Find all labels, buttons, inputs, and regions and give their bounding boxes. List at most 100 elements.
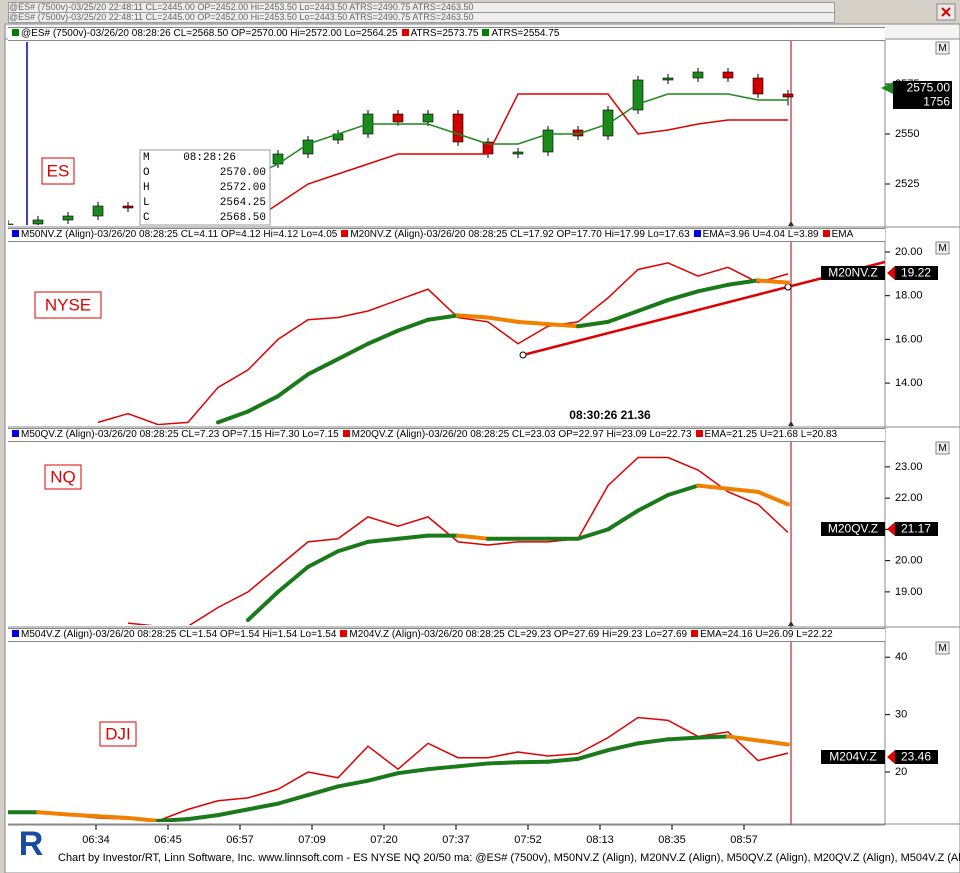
legend-text: ATRS=2554.75 bbox=[491, 28, 560, 39]
y-tick-label: 20 bbox=[895, 766, 907, 778]
legend-text: EMA=24.16 U=26.09 L=22.22 bbox=[700, 629, 833, 640]
ema-segment bbox=[756, 738, 790, 747]
ohlc-value: 2564.25 bbox=[220, 197, 266, 209]
ema-segment bbox=[126, 815, 160, 822]
candle-body bbox=[542, 129, 554, 153]
ohlc-key: H bbox=[143, 182, 150, 194]
panel-button[interactable] bbox=[935, 441, 950, 455]
ema-segment bbox=[516, 319, 550, 327]
time-label: 06:34 bbox=[82, 834, 110, 846]
panel-button[interactable] bbox=[935, 641, 950, 655]
panel-header: @ES# (7500v)-03/26/20 08:28:26 CL=2568.5… bbox=[8, 27, 885, 41]
ema-segment bbox=[576, 527, 610, 541]
tag-value-box bbox=[895, 266, 938, 280]
y-tick-label: 19.00 bbox=[895, 586, 923, 598]
ema-segment bbox=[396, 533, 430, 541]
cursor-marker bbox=[788, 621, 794, 626]
footer-text: Chart by Investor/RT, Linn Software, Inc… bbox=[58, 852, 960, 864]
y-tick-label: 20.00 bbox=[895, 246, 923, 258]
ema-segment bbox=[456, 761, 490, 769]
tag-value: 21.17 bbox=[901, 522, 931, 536]
background-window-title: @ES# (7500v)-03/25/20 22:48:11 CL=2445.0… bbox=[8, 12, 835, 23]
legend-swatch bbox=[695, 430, 703, 437]
ema-segment bbox=[726, 734, 760, 743]
series-line bbox=[247, 93, 788, 179]
logo bbox=[10, 826, 52, 868]
candle-body bbox=[8, 223, 14, 225]
candle-body bbox=[632, 79, 644, 111]
candle-body bbox=[92, 205, 104, 217]
tag-value: 1756 bbox=[923, 95, 950, 109]
ema-segment bbox=[96, 814, 130, 820]
ema-segment bbox=[156, 817, 190, 822]
panel-button[interactable] bbox=[935, 41, 950, 55]
plot bbox=[8, 716, 790, 822]
tag-value: 2575.00 bbox=[907, 81, 951, 95]
tag-pointer bbox=[887, 750, 895, 764]
trend-anchor bbox=[784, 283, 792, 291]
logo-letter: R bbox=[19, 825, 44, 863]
time-label: 07:09 bbox=[298, 834, 326, 846]
tag-name-box bbox=[821, 266, 885, 280]
ema-segment bbox=[306, 784, 340, 798]
ema-segment bbox=[396, 317, 430, 333]
time-label: 08:35 bbox=[658, 834, 686, 846]
tag-name: M20NV.Z bbox=[828, 266, 878, 280]
ema-segment bbox=[216, 807, 250, 818]
tag-name: M204V.Z bbox=[829, 750, 877, 764]
legend-text: EMA bbox=[831, 229, 854, 240]
panel-button[interactable] bbox=[935, 241, 950, 255]
candle-body bbox=[782, 93, 794, 98]
candle-body bbox=[452, 113, 464, 143]
close-icon bbox=[941, 7, 951, 17]
ema-segment bbox=[336, 539, 370, 554]
panel-header: M50NV.Z (Align)-03/26/20 08:28:25 CL=4.1… bbox=[8, 228, 885, 242]
candle-body bbox=[602, 109, 614, 137]
ema-segment bbox=[366, 771, 400, 783]
ema-segment bbox=[426, 764, 460, 772]
ema-segment bbox=[306, 357, 340, 377]
ema-segment bbox=[576, 748, 610, 761]
tag-name-box bbox=[821, 750, 885, 764]
ema-segment bbox=[546, 756, 580, 764]
series-line bbox=[247, 93, 788, 225]
tag-name: M20QV.Z bbox=[828, 522, 878, 536]
tag-value-box bbox=[895, 522, 938, 536]
time-label: 07:37 bbox=[442, 834, 470, 846]
panel-label: NYSE bbox=[45, 295, 91, 314]
panel-button-label: M bbox=[938, 43, 946, 54]
ema-segment bbox=[636, 737, 670, 746]
panel-label-box bbox=[34, 291, 102, 319]
ema-segment bbox=[516, 759, 550, 765]
candle-body bbox=[512, 151, 524, 155]
ema-segment bbox=[66, 812, 100, 819]
tag-pointer bbox=[887, 266, 895, 280]
ema-segment bbox=[726, 278, 760, 287]
ohlc-value: 2570.00 bbox=[220, 167, 266, 179]
ohlc-key: C bbox=[143, 212, 150, 224]
ema-segment bbox=[486, 315, 520, 324]
ema-segment bbox=[576, 319, 610, 329]
ema-segment bbox=[456, 313, 490, 320]
ema-segment bbox=[276, 372, 310, 399]
ema-segment bbox=[606, 741, 640, 753]
ema-segment bbox=[426, 313, 460, 322]
ema-segment bbox=[636, 493, 670, 513]
candle-body bbox=[122, 205, 134, 209]
panel-header: M50QV.Z (Align)-03/26/20 08:28:25 CL=7.2… bbox=[8, 428, 885, 442]
ema-segment bbox=[246, 394, 280, 414]
y-tick-label: 23.00 bbox=[895, 461, 923, 473]
series-line bbox=[127, 456, 789, 625]
panel-button-label: M bbox=[938, 443, 946, 454]
ema-segment bbox=[606, 308, 640, 324]
candle-body bbox=[752, 77, 764, 95]
y-tick-label: 2525 bbox=[895, 178, 919, 190]
tag-value: 19.22 bbox=[901, 266, 931, 280]
ema-segment bbox=[306, 549, 340, 569]
y-tick-label: 30 bbox=[895, 709, 907, 721]
ema-segment bbox=[216, 409, 250, 425]
ema-segment bbox=[756, 278, 790, 285]
legend-text: M504V.Z (Align)-03/26/20 08:28:25 CL=1.5… bbox=[21, 629, 337, 640]
ohlc-value: 08:28:26 bbox=[183, 152, 236, 164]
